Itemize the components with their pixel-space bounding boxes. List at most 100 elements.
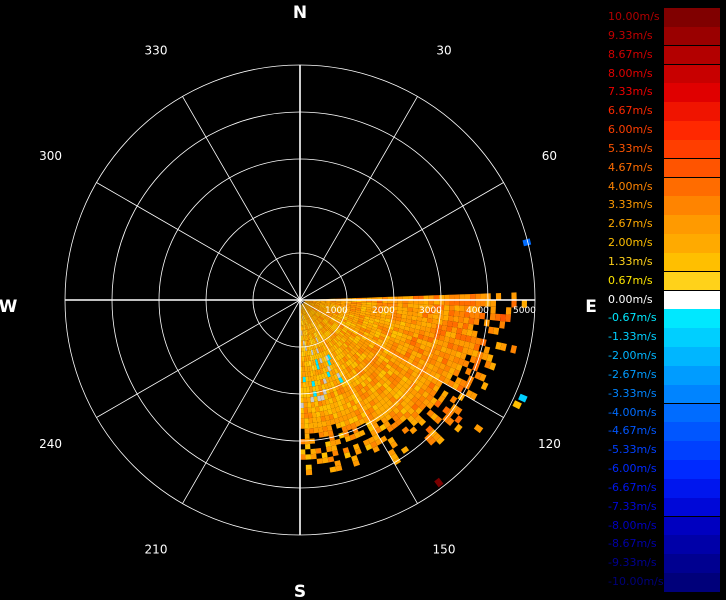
velocity-gate	[429, 358, 437, 366]
colorbar-swatch	[664, 234, 720, 253]
colorbar-swatch	[664, 83, 720, 102]
velocity-gate	[302, 314, 305, 320]
velocity-gate	[332, 379, 338, 386]
velocity-gate	[371, 302, 377, 306]
velocity-gate	[331, 325, 337, 330]
velocity-gate	[300, 402, 304, 409]
velocity-gate	[328, 309, 334, 313]
velocity-gate	[376, 366, 383, 373]
velocity-gate	[401, 375, 409, 383]
velocity-gate	[387, 351, 394, 358]
velocity-gate	[368, 406, 375, 414]
velocity-gate	[327, 360, 332, 366]
velocity-gate	[459, 352, 467, 360]
velocity-gate	[393, 350, 400, 357]
velocity-gate	[470, 300, 476, 307]
velocity-gate	[311, 407, 316, 413]
velocity-gate	[370, 310, 377, 314]
velocity-gate	[381, 308, 387, 313]
velocity-gate	[304, 301, 310, 304]
velocity-gate	[320, 314, 326, 318]
velocity-gate	[311, 308, 317, 313]
velocity-gate	[305, 454, 312, 460]
velocity-gate	[470, 336, 477, 344]
velocity-gate	[428, 304, 434, 310]
velocity-gate	[489, 362, 497, 371]
velocity-gate	[398, 353, 405, 360]
velocity-gate	[347, 359, 353, 365]
velocity-gate	[334, 308, 340, 312]
velocity-gate	[409, 340, 417, 347]
velocity-gate	[326, 446, 333, 453]
velocity-gate	[303, 303, 308, 307]
velocity-gate	[428, 295, 434, 300]
velocity-gate	[366, 346, 373, 352]
colorbar-label: -6.00m/s	[608, 462, 657, 476]
velocity-gate	[455, 333, 462, 340]
azimuth-spoke-30	[299, 96, 418, 301]
colorbar-entry: 10.00m/s	[604, 8, 722, 27]
velocity-gate	[372, 445, 380, 453]
velocity-colorbar: 10.00m/s 9.33m/s 8.67m/s 8.00m/s 7.33m/s 6.67…	[604, 8, 722, 592]
velocity-gate	[366, 336, 373, 342]
velocity-gate	[325, 355, 330, 361]
velocity-gate	[304, 361, 307, 367]
velocity-gate	[323, 308, 329, 312]
velocity-gate	[386, 399, 394, 407]
velocity-gate	[324, 383, 329, 389]
velocity-gate	[349, 433, 356, 441]
velocity-gate	[374, 408, 382, 416]
velocity-gate	[395, 335, 402, 341]
velocity-gate	[315, 369, 319, 376]
velocity-gate	[357, 349, 363, 355]
velocity-gate	[371, 411, 378, 418]
velocity-gate	[407, 392, 415, 400]
velocity-gate	[346, 401, 352, 409]
velocity-gate	[360, 327, 366, 332]
velocity-gate	[354, 420, 361, 428]
velocity-gate	[493, 327, 500, 335]
velocity-gate	[314, 359, 319, 365]
radar-ppi-plot: N S E W 1000 2000 3000 4000 5000 30 60 120 150 21…	[0, 3, 597, 600]
velocity-gate	[328, 413, 335, 420]
velocity-gate	[323, 325, 329, 331]
velocity-gate	[418, 300, 424, 305]
velocity-gate	[403, 396, 412, 404]
velocity-gate	[321, 452, 328, 459]
velocity-gate	[433, 300, 440, 305]
velocity-gate	[334, 320, 340, 325]
velocity-gate	[465, 335, 472, 343]
velocity-gate	[310, 310, 314, 315]
velocity-gate	[399, 321, 406, 327]
azimuth-label-30: 30	[436, 44, 451, 58]
colorbar-entry: 0.00m/s	[604, 290, 722, 310]
velocity-gate	[390, 333, 397, 339]
velocity-gate	[313, 321, 318, 326]
velocity-gate	[398, 362, 405, 370]
velocity-gate	[360, 345, 367, 351]
velocity-gate	[433, 309, 439, 315]
velocity-gate	[336, 316, 343, 321]
velocity-gate	[336, 411, 343, 418]
velocity-gate	[464, 300, 471, 306]
velocity-gate	[382, 382, 389, 389]
velocity-gate	[325, 323, 331, 329]
velocity-gate	[422, 312, 429, 318]
velocity-gate	[334, 349, 340, 356]
velocity-gate	[350, 350, 356, 356]
velocity-gate	[337, 315, 343, 319]
velocity-gate	[320, 302, 326, 304]
velocity-gate	[317, 318, 322, 323]
velocity-gate	[303, 314, 305, 320]
velocity-gate	[317, 353, 322, 359]
velocity-gate	[456, 384, 464, 393]
velocity-gate	[372, 336, 379, 341]
azimuth-label-300: 300	[39, 149, 62, 163]
velocity-gate	[324, 317, 330, 321]
velocity-gate	[339, 345, 345, 352]
velocity-gate	[449, 300, 455, 306]
velocity-gate	[392, 386, 400, 393]
velocity-gate	[314, 348, 318, 355]
velocity-gate	[398, 324, 405, 330]
velocity-gate	[421, 390, 430, 399]
